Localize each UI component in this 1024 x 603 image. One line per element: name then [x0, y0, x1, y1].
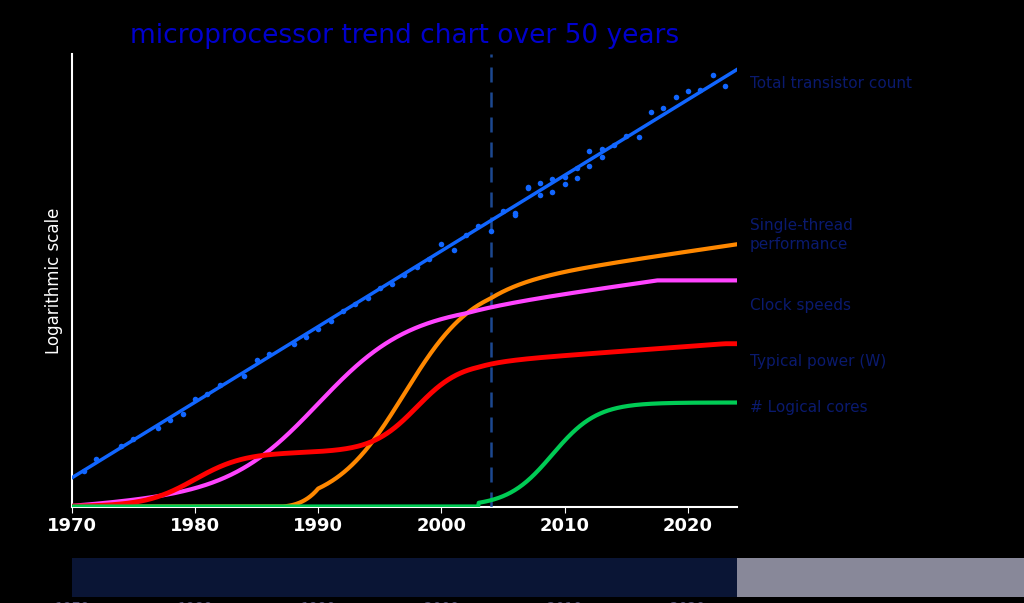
Point: [396, 271, 413, 280]
Point: [643, 107, 659, 116]
Point: [594, 152, 610, 162]
Point: [335, 306, 351, 316]
Point: [249, 355, 265, 365]
Text: Typical power (W): Typical power (W): [750, 355, 886, 369]
Point: [705, 70, 721, 80]
Point: [519, 183, 536, 192]
Point: [594, 144, 610, 154]
Point: [569, 163, 586, 172]
Point: [544, 174, 560, 183]
Point: [199, 389, 215, 399]
Point: [582, 146, 598, 156]
Point: [717, 81, 733, 91]
Point: [631, 132, 647, 142]
Point: [162, 415, 178, 425]
Point: [519, 183, 536, 192]
Point: [692, 85, 709, 95]
Point: [531, 178, 548, 188]
Point: [680, 86, 696, 95]
Point: [409, 262, 425, 272]
Point: [286, 339, 302, 349]
Point: [174, 409, 190, 418]
Point: [470, 221, 486, 231]
Point: [433, 239, 450, 249]
Point: [125, 434, 141, 444]
Point: [458, 230, 474, 240]
Point: [421, 254, 437, 264]
Point: [507, 208, 523, 218]
Point: [384, 280, 400, 289]
Point: [150, 423, 166, 433]
Point: [261, 349, 278, 359]
Text: # Logical cores: # Logical cores: [750, 400, 867, 414]
Point: [582, 161, 598, 171]
Point: [237, 371, 253, 381]
Text: Total transistor count: Total transistor count: [750, 76, 911, 91]
Point: [482, 226, 499, 236]
Point: [76, 467, 92, 476]
Point: [655, 104, 672, 113]
Point: [556, 172, 572, 182]
Point: [372, 283, 388, 292]
Point: [347, 300, 364, 309]
Point: [495, 206, 511, 215]
Point: [310, 324, 327, 334]
Point: [531, 190, 548, 200]
Y-axis label: Logarithmic scale: Logarithmic scale: [45, 207, 63, 353]
Point: [668, 92, 684, 102]
Point: [556, 179, 572, 189]
Point: [618, 131, 635, 141]
Point: [323, 316, 339, 326]
Text: Clock speeds: Clock speeds: [750, 298, 851, 313]
Point: [507, 210, 523, 220]
Point: [186, 394, 203, 404]
Point: [113, 441, 129, 450]
Point: [211, 380, 227, 390]
Text: Single-thread
performance: Single-thread performance: [750, 218, 853, 252]
Title: microprocessor trend chart over 50 years: microprocessor trend chart over 50 years: [130, 23, 679, 49]
Point: [569, 174, 586, 183]
Point: [606, 140, 623, 150]
Point: [445, 245, 462, 255]
Point: [544, 187, 560, 197]
Point: [88, 454, 104, 464]
Point: [298, 332, 314, 342]
Point: [359, 294, 376, 303]
